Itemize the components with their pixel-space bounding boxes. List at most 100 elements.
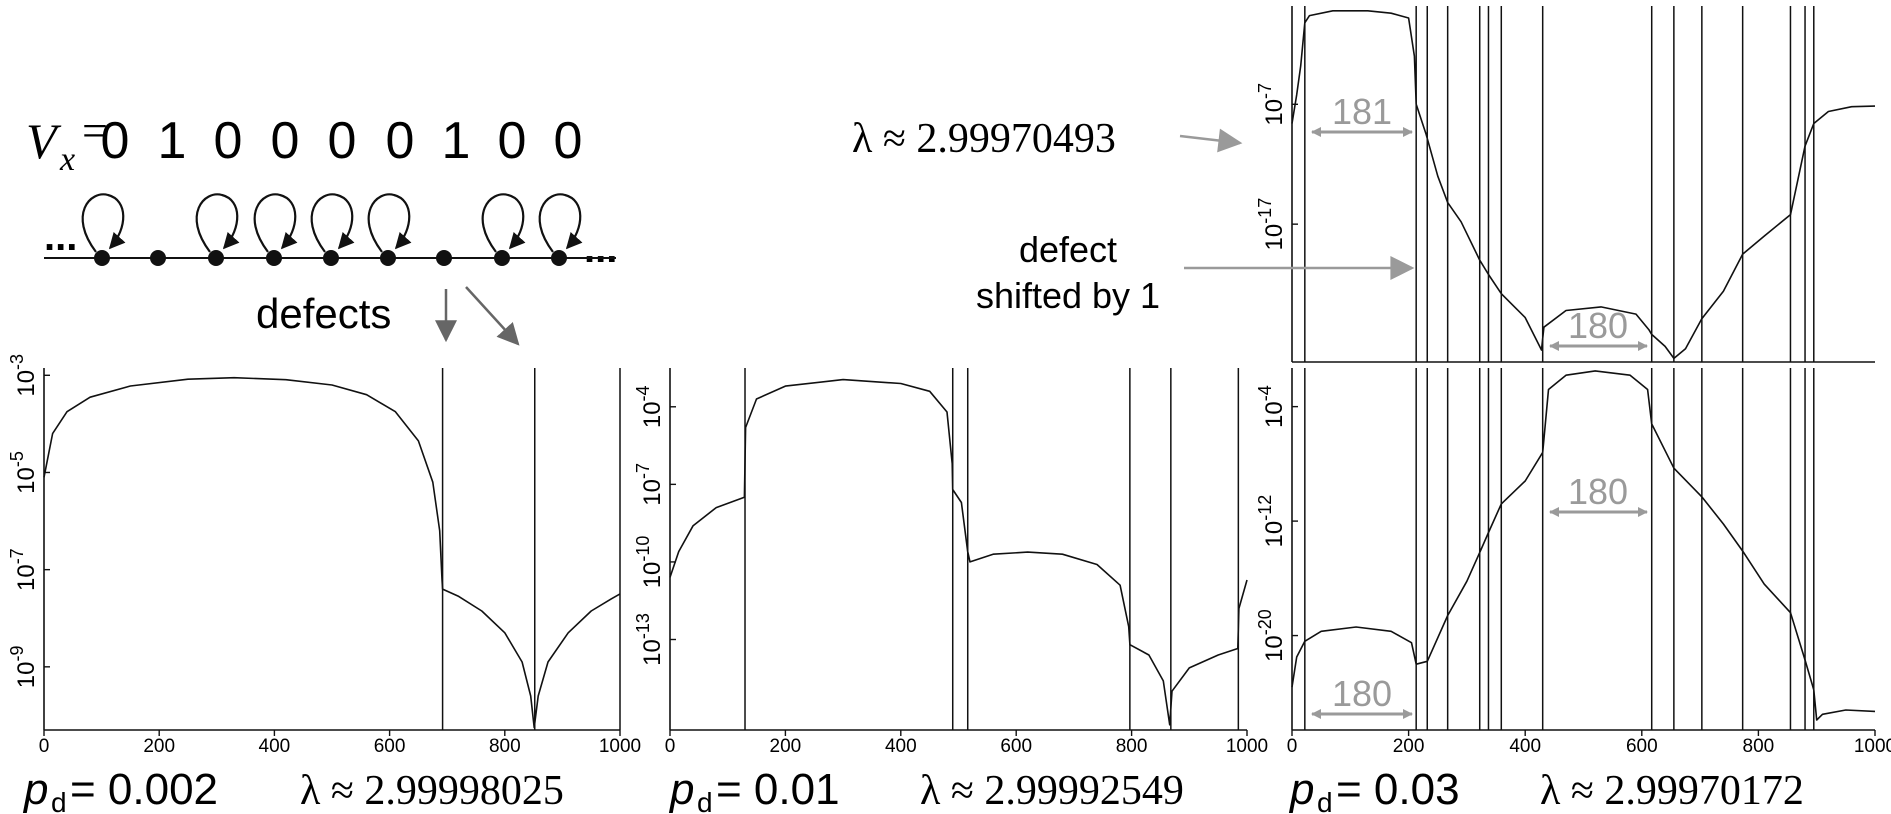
y-tick-label: 10-7	[633, 463, 666, 506]
caption-p-value: = 0.01	[716, 765, 840, 814]
eigenvector-curve	[43, 376, 621, 729]
equals-sign: =	[82, 105, 108, 156]
y-tick-exponent: -7	[7, 548, 27, 564]
x-tick-label: 0	[39, 736, 50, 757]
caption-0: p d = 0.002 λ ≈ 2.99998025	[22, 765, 564, 814]
y-tick-base: 10	[13, 370, 40, 397]
caption-p-subscript: d	[51, 787, 67, 814]
lattice-site	[551, 250, 567, 266]
y-tick-exponent: -7	[1255, 83, 1275, 99]
sequence-digit: 0	[101, 112, 130, 170]
lattice-site	[266, 250, 282, 266]
y-tick-base: 10	[1261, 635, 1288, 662]
y-tick-base: 10	[1261, 99, 1288, 126]
caption-1: p d = 0.01 λ ≈ 2.99992549	[668, 765, 1184, 814]
spacing-label-bottom-mid: 180	[1568, 471, 1628, 512]
defect-arrow-diagonal	[465, 286, 520, 346]
y-tick-base: 10	[13, 661, 40, 688]
lattice-site	[94, 250, 110, 266]
y-tick-base: 10	[639, 639, 666, 666]
sequence-digit: 0	[214, 112, 243, 170]
eigenvector-curve	[1291, 370, 1876, 721]
x-tick-label: 200	[1393, 736, 1425, 757]
eigenvector-curve	[669, 378, 1248, 726]
y-tick-base: 10	[1261, 401, 1288, 428]
lattice-sites	[94, 250, 567, 266]
y-tick-base: 10	[639, 479, 666, 506]
y-tick-label: 10-7	[7, 548, 40, 591]
spacing-label-bottom-left: 180	[1332, 673, 1392, 714]
y-tick-label: 10-12	[1255, 495, 1288, 548]
defect-shift-line1: defect	[1019, 229, 1117, 270]
sequence-digit: 0	[271, 112, 300, 170]
y-tick-exponent: -10	[633, 536, 653, 562]
y-tick-label: 10-7	[1255, 83, 1288, 126]
y-tick-base: 10	[1261, 521, 1288, 548]
y-tick-base: 10	[13, 564, 40, 591]
y-tick-label: 10-17	[1255, 198, 1288, 251]
caption-lambda: λ ≈ 2.99998025	[300, 768, 564, 814]
caption-p-symbol: p	[22, 765, 48, 814]
caption-lambda: λ ≈ 2.99992549	[920, 768, 1184, 814]
self-loop	[538, 193, 583, 253]
y-tick-label: 10-10	[633, 536, 666, 589]
y-tick-label: 10-4	[633, 385, 666, 428]
x-tick-label: 1000	[1226, 736, 1268, 757]
y-tick-exponent: -4	[633, 385, 653, 401]
self-loop	[253, 193, 298, 253]
self-loops	[81, 193, 583, 253]
sequence-digit: 1	[158, 112, 187, 170]
y-tick-label: 10-20	[1255, 609, 1288, 662]
y-tick-base: 10	[639, 401, 666, 428]
lambda-arrow	[1179, 128, 1243, 153]
caption-p-subscript: d	[1317, 787, 1333, 814]
y-tick-exponent: -20	[1255, 609, 1275, 635]
sequence-digit: 0	[498, 112, 527, 170]
x-tick-label: 800	[489, 736, 521, 757]
y-tick-base: 10	[639, 562, 666, 589]
sequence-digit: 0	[386, 112, 415, 170]
y-tick-exponent: -7	[633, 463, 653, 479]
y-tick-exponent: -4	[1255, 385, 1275, 401]
y-tick-base: 10	[1261, 224, 1288, 251]
lattice-site	[380, 250, 396, 266]
caption-p-subscript: d	[697, 787, 713, 814]
x-tick-label: 800	[1743, 736, 1775, 757]
lattice-site	[208, 250, 224, 266]
self-loop	[81, 193, 126, 253]
defect-shift-line2: shifted by 1	[976, 275, 1160, 316]
caption-p-value: = 0.03	[1336, 765, 1460, 814]
lattice-site	[323, 250, 339, 266]
caption-2: p d = 0.03 λ ≈ 2.99970172	[1288, 765, 1804, 814]
x-tick-label: 600	[374, 736, 406, 757]
sequence-digit: 0	[328, 112, 357, 170]
x-tick-label: 800	[1116, 736, 1148, 757]
x-tick-label: 400	[259, 736, 291, 757]
x-tick-label: 200	[770, 736, 802, 757]
panel-pd-0.03-top: 10-710-17	[1255, 6, 1876, 363]
x-tick-label: 1000	[599, 736, 641, 757]
lambda-annotation: λ ≈ 2.99970493	[852, 116, 1116, 162]
y-tick-exponent: -17	[1255, 198, 1275, 224]
defects-label: defects	[256, 290, 391, 337]
caption-lambda: λ ≈ 2.99970172	[1540, 768, 1804, 814]
x-tick-label: 0	[1287, 736, 1298, 757]
y-tick-exponent: -13	[633, 613, 653, 639]
lattice-site	[494, 250, 510, 266]
self-loop	[481, 193, 526, 253]
spacing-label-top-left: 181	[1332, 91, 1392, 132]
ellipsis-left: ...	[44, 215, 77, 259]
x-tick-label: 400	[1509, 736, 1541, 757]
sequence-digit: 1	[442, 112, 471, 170]
y-tick-base: 10	[13, 467, 40, 494]
y-tick-label: 10-4	[1255, 385, 1288, 428]
x-tick-label: 1000	[1854, 736, 1891, 757]
y-tick-exponent: -3	[7, 354, 27, 370]
self-loop	[367, 193, 412, 253]
